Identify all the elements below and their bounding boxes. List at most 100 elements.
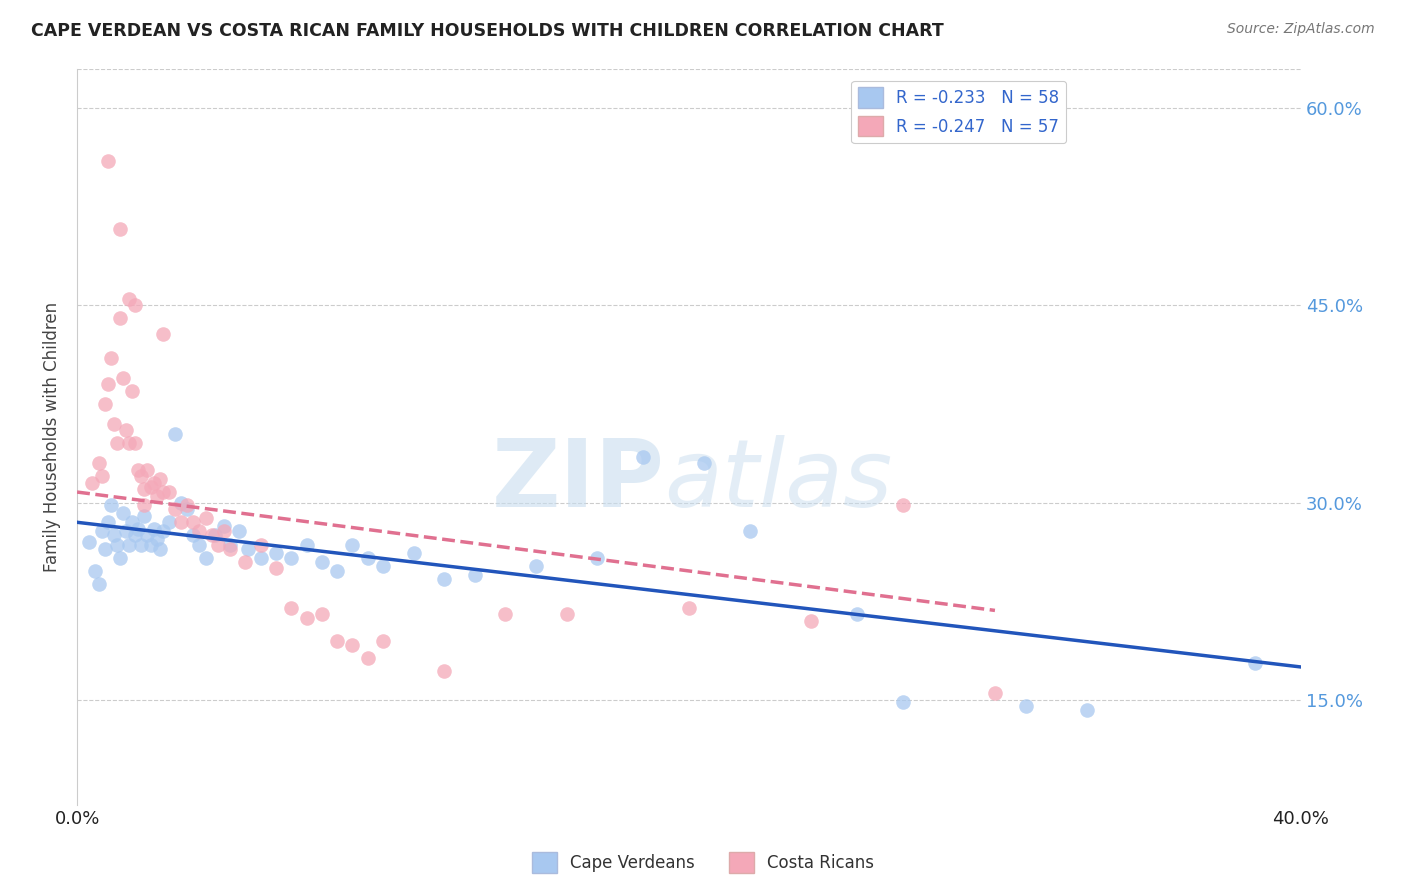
Point <box>115 524 138 539</box>
Point <box>93 541 115 556</box>
Point <box>188 524 211 539</box>
Point <box>280 550 302 565</box>
Point <box>170 495 193 509</box>
Point <box>678 600 700 615</box>
Point <box>97 516 120 530</box>
Point <box>124 528 146 542</box>
Point <box>194 550 217 565</box>
Point <box>134 498 156 512</box>
Point <box>131 538 153 552</box>
Point <box>311 607 333 622</box>
Point <box>145 533 167 547</box>
Point <box>136 528 159 542</box>
Point <box>127 522 149 536</box>
Point <box>249 538 271 552</box>
Point <box>152 327 174 342</box>
Point <box>82 475 104 490</box>
Point <box>105 436 128 450</box>
Point <box>157 485 180 500</box>
Point <box>249 550 271 565</box>
Point <box>108 550 131 565</box>
Point <box>121 384 143 398</box>
Point <box>228 524 250 539</box>
Point <box>111 506 134 520</box>
Point <box>846 607 869 622</box>
Point <box>103 417 125 431</box>
Point <box>357 550 380 565</box>
Point <box>87 577 110 591</box>
Point <box>264 545 287 559</box>
Point <box>170 516 193 530</box>
Point <box>152 524 174 539</box>
Point <box>149 472 172 486</box>
Point <box>194 511 217 525</box>
Point <box>121 516 143 530</box>
Point <box>342 638 364 652</box>
Point <box>118 436 141 450</box>
Point <box>139 538 162 552</box>
Point <box>280 600 302 615</box>
Point <box>357 650 380 665</box>
Legend: Cape Verdeans, Costa Ricans: Cape Verdeans, Costa Ricans <box>526 846 880 880</box>
Point <box>108 311 131 326</box>
Point <box>127 463 149 477</box>
Point <box>1014 699 1036 714</box>
Y-axis label: Family Households with Children: Family Households with Children <box>44 301 60 572</box>
Legend: R = -0.233   N = 58, R = -0.247   N = 57: R = -0.233 N = 58, R = -0.247 N = 57 <box>852 80 1066 143</box>
Point <box>1244 656 1267 670</box>
Point <box>219 538 242 552</box>
Text: ZIP: ZIP <box>492 435 665 527</box>
Point <box>84 564 107 578</box>
Point <box>90 524 112 539</box>
Point <box>103 528 125 542</box>
Point <box>124 436 146 450</box>
Point <box>183 528 205 542</box>
Point <box>494 607 516 622</box>
Point <box>342 538 364 552</box>
Point <box>524 558 547 573</box>
Point <box>100 498 122 512</box>
Point <box>79 535 101 549</box>
Point <box>176 502 198 516</box>
Point <box>145 489 167 503</box>
Point <box>800 614 823 628</box>
Point <box>142 475 165 490</box>
Point <box>891 696 914 710</box>
Point <box>1076 703 1098 717</box>
Point <box>984 686 1007 700</box>
Point <box>235 555 257 569</box>
Point <box>264 561 287 575</box>
Point <box>100 351 122 365</box>
Text: CAPE VERDEAN VS COSTA RICAN FAMILY HOUSEHOLDS WITH CHILDREN CORRELATION CHART: CAPE VERDEAN VS COSTA RICAN FAMILY HOUSE… <box>31 22 943 40</box>
Point <box>631 450 654 464</box>
Point <box>105 538 128 552</box>
Point <box>124 298 146 312</box>
Point <box>371 633 394 648</box>
Point <box>97 153 120 168</box>
Point <box>93 397 115 411</box>
Point <box>115 423 138 437</box>
Point <box>402 545 425 559</box>
Point <box>149 541 172 556</box>
Point <box>157 516 180 530</box>
Point <box>118 292 141 306</box>
Text: Source: ZipAtlas.com: Source: ZipAtlas.com <box>1227 22 1375 37</box>
Point <box>108 222 131 236</box>
Point <box>555 607 578 622</box>
Point <box>131 469 153 483</box>
Point <box>433 664 456 678</box>
Point <box>586 550 609 565</box>
Text: atlas: atlas <box>665 435 893 526</box>
Point <box>464 568 486 582</box>
Point <box>295 611 318 625</box>
Point <box>163 427 186 442</box>
Point <box>90 469 112 483</box>
Point <box>212 524 235 539</box>
Point <box>111 370 134 384</box>
Point <box>212 519 235 533</box>
Point <box>371 558 394 573</box>
Point <box>891 498 914 512</box>
Point <box>204 528 226 542</box>
Point <box>176 498 198 512</box>
Point <box>163 502 186 516</box>
